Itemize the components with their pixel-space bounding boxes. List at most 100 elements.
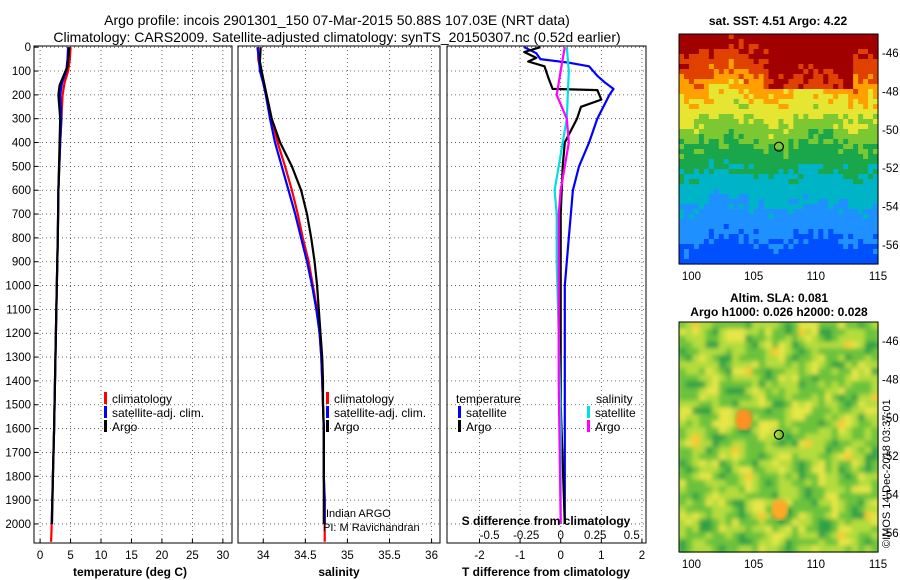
sst-cell — [873, 114, 879, 120]
sst-cell — [698, 164, 705, 170]
sla-cell — [758, 499, 766, 507]
sst-cell — [803, 149, 809, 155]
sst-cell — [713, 94, 720, 100]
sla-cell — [725, 387, 733, 395]
sla-cell — [685, 400, 693, 409]
sla-cell — [824, 328, 833, 336]
sst-cell — [808, 149, 814, 155]
sst-cell — [728, 244, 735, 250]
sst-cell — [703, 184, 710, 190]
sst-cell — [763, 214, 770, 220]
sla-cell — [725, 394, 733, 402]
sst-cell — [743, 129, 750, 135]
sst-cell — [693, 199, 700, 205]
sst-cell — [733, 189, 740, 195]
sst-cell — [853, 184, 859, 190]
sst-cell — [698, 84, 705, 90]
sst-cell — [843, 114, 849, 120]
sst-cell — [718, 224, 725, 230]
s-difference-label: S difference from climatology — [462, 514, 631, 528]
sst-cell — [803, 94, 809, 100]
sst-cell — [763, 184, 770, 190]
sst-cell — [698, 124, 705, 130]
sla-cell — [732, 361, 740, 369]
sla-cell — [718, 473, 727, 481]
sst-cell — [753, 199, 760, 205]
sla-cell — [831, 420, 839, 428]
sst-cell — [823, 129, 829, 135]
sst-cell — [683, 174, 690, 180]
sst-cell — [873, 79, 879, 85]
sst-cell — [703, 44, 710, 50]
sst-cell — [823, 114, 829, 120]
sla-cell — [765, 466, 773, 474]
sst-cell — [848, 179, 854, 185]
sla-cell — [692, 394, 700, 402]
sst-cell — [683, 144, 690, 150]
sst-cell — [723, 164, 730, 170]
sla-cell — [844, 519, 853, 527]
sla-cell — [858, 407, 866, 415]
sst-cell — [733, 179, 740, 185]
sst-cell — [758, 99, 765, 105]
sla-cell — [732, 407, 740, 415]
sst-cell — [803, 224, 809, 230]
sst-cell — [738, 224, 745, 230]
sst-cell — [698, 209, 705, 215]
sla-cell — [831, 335, 839, 343]
sst-cell — [843, 204, 849, 210]
sla-cell — [851, 492, 859, 501]
sst-cell — [843, 199, 849, 205]
sla-cell — [692, 486, 700, 494]
sst-cell — [848, 74, 854, 80]
sst-cell — [753, 164, 760, 170]
sla-cell — [844, 407, 853, 415]
sst-cell — [813, 69, 819, 75]
sla-cell — [718, 446, 727, 455]
sla-cell — [838, 433, 846, 441]
sst-cell — [763, 104, 770, 110]
sst-cell — [738, 244, 745, 250]
sst-cell — [718, 69, 725, 75]
sla-cell — [692, 387, 700, 395]
sla-cell — [725, 328, 733, 336]
sst-cell — [873, 164, 879, 170]
sst-cell — [683, 199, 690, 205]
sla-cell — [844, 525, 853, 533]
sst-cell — [778, 209, 785, 215]
sla-cell — [824, 354, 833, 363]
sla-cell — [738, 368, 746, 376]
sla-cell — [712, 400, 720, 409]
sst-cell — [788, 239, 795, 245]
sst-cell — [733, 144, 740, 150]
sla-cell — [732, 446, 740, 455]
sla-cell — [765, 400, 773, 409]
sst-cell — [753, 149, 760, 155]
sst-cell — [748, 169, 755, 175]
sla-cell — [851, 427, 859, 435]
sst-cell — [768, 254, 775, 260]
sst-cell — [758, 159, 765, 165]
sla-cell — [718, 453, 727, 461]
sst-cell — [818, 59, 824, 65]
sst-cell — [873, 179, 879, 185]
sst-cell — [683, 184, 690, 190]
sla-cell — [785, 335, 793, 343]
sst-cell — [798, 159, 804, 165]
sst-cell — [763, 99, 770, 105]
sla-cell — [758, 381, 766, 389]
sst-cell — [868, 79, 874, 85]
sst-cell — [683, 114, 690, 120]
sst-cell — [708, 74, 715, 80]
sst-cell — [713, 144, 720, 150]
sst-cell — [679, 214, 685, 220]
sla-cell — [698, 328, 707, 336]
sst-cell — [803, 179, 809, 185]
sst-cell — [733, 139, 740, 145]
sst-cell — [688, 259, 695, 265]
sst-cell — [693, 234, 700, 240]
sst-cell — [823, 164, 829, 170]
sla-cell — [824, 499, 833, 507]
sst-cell — [748, 209, 755, 215]
sst-cell — [698, 189, 705, 195]
